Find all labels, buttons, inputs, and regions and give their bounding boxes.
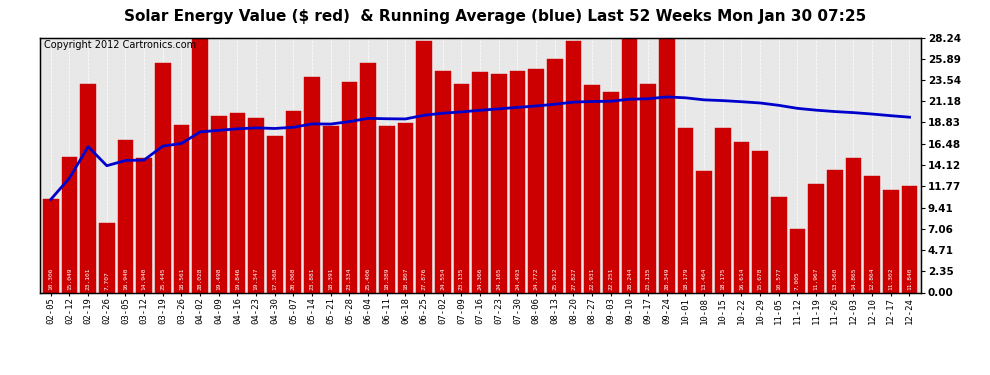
Bar — [603, 92, 619, 292]
Bar — [752, 151, 768, 292]
Bar — [790, 229, 806, 292]
Text: Copyright 2012 Cartronics.com: Copyright 2012 Cartronics.com — [44, 40, 196, 50]
Bar — [902, 186, 918, 292]
Bar — [342, 82, 357, 292]
Bar — [267, 136, 283, 292]
Text: 18.179: 18.179 — [683, 267, 688, 290]
Bar — [435, 71, 450, 292]
Bar — [416, 41, 432, 292]
Text: 20.068: 20.068 — [291, 267, 296, 290]
Text: 10.306: 10.306 — [49, 267, 53, 290]
Bar — [677, 128, 693, 292]
Bar — [864, 176, 880, 292]
Bar — [304, 77, 320, 292]
Bar — [715, 128, 731, 292]
Bar — [230, 113, 246, 292]
Bar — [491, 74, 507, 292]
Bar — [285, 111, 301, 292]
Text: 18.807: 18.807 — [403, 267, 408, 290]
Bar — [61, 157, 77, 292]
Text: 24.366: 24.366 — [477, 267, 483, 290]
Text: 24.165: 24.165 — [496, 267, 501, 290]
Text: 22.251: 22.251 — [608, 267, 614, 290]
Bar — [659, 36, 675, 292]
Bar — [510, 71, 526, 292]
Text: 28.244: 28.244 — [627, 267, 632, 290]
Bar — [453, 84, 469, 292]
Text: 25.912: 25.912 — [552, 267, 557, 290]
Text: 23.135: 23.135 — [645, 267, 650, 290]
Bar — [565, 41, 581, 292]
Bar — [771, 197, 787, 292]
Text: 23.135: 23.135 — [459, 267, 464, 290]
Text: 7.005: 7.005 — [795, 271, 800, 290]
Bar — [472, 72, 488, 292]
Text: 11.967: 11.967 — [814, 267, 819, 290]
Text: 24.554: 24.554 — [441, 267, 446, 290]
Text: 18.389: 18.389 — [384, 267, 389, 290]
Text: 18.175: 18.175 — [721, 267, 726, 290]
Text: 18.391: 18.391 — [329, 267, 334, 290]
Text: 25.406: 25.406 — [365, 267, 370, 290]
Text: 25.445: 25.445 — [160, 267, 165, 290]
Bar — [43, 200, 58, 292]
Bar — [192, 39, 208, 292]
Bar — [80, 84, 96, 292]
Bar — [154, 63, 170, 292]
Text: 13.560: 13.560 — [833, 267, 838, 290]
Text: 13.464: 13.464 — [702, 267, 707, 290]
Text: 23.334: 23.334 — [346, 267, 352, 290]
Text: 28.349: 28.349 — [664, 267, 669, 290]
Bar — [622, 38, 638, 292]
Text: 18.561: 18.561 — [179, 267, 184, 290]
Text: 23.101: 23.101 — [86, 267, 91, 290]
Bar — [173, 125, 189, 292]
Bar — [845, 158, 861, 292]
Text: 24.772: 24.772 — [534, 267, 539, 290]
Bar — [584, 86, 600, 292]
Text: 28.028: 28.028 — [198, 267, 203, 290]
Bar — [641, 84, 656, 292]
Bar — [99, 223, 115, 292]
Text: 23.881: 23.881 — [310, 267, 315, 290]
Bar — [883, 190, 899, 292]
Text: 17.368: 17.368 — [272, 267, 277, 290]
Text: 16.940: 16.940 — [123, 267, 128, 290]
Text: 27.876: 27.876 — [422, 267, 427, 290]
Bar — [734, 142, 749, 292]
Text: 7.707: 7.707 — [104, 271, 109, 290]
Bar — [696, 171, 712, 292]
Bar — [379, 126, 395, 292]
Bar — [398, 123, 414, 292]
Bar — [248, 118, 264, 292]
Bar — [546, 58, 562, 292]
Bar — [827, 170, 842, 292]
Text: 19.347: 19.347 — [253, 267, 258, 290]
Text: 24.493: 24.493 — [515, 267, 520, 290]
Text: 12.864: 12.864 — [869, 267, 874, 290]
Text: 15.049: 15.049 — [67, 267, 72, 290]
Text: 27.827: 27.827 — [571, 267, 576, 290]
Bar — [360, 63, 376, 292]
Bar — [529, 69, 545, 292]
Text: 11.302: 11.302 — [888, 267, 893, 290]
Text: 14.940: 14.940 — [142, 267, 147, 290]
Text: 16.614: 16.614 — [739, 267, 744, 290]
Text: 15.678: 15.678 — [757, 267, 762, 290]
Text: 19.498: 19.498 — [216, 267, 222, 290]
Text: 22.931: 22.931 — [590, 267, 595, 290]
Text: Solar Energy Value ($ red)  & Running Average (blue) Last 52 Weeks Mon Jan 30 07: Solar Energy Value ($ red) & Running Ave… — [124, 9, 866, 24]
Text: 19.846: 19.846 — [235, 267, 240, 290]
Bar — [211, 117, 227, 292]
Text: 10.577: 10.577 — [776, 267, 781, 290]
Bar — [808, 184, 824, 292]
Bar — [137, 158, 152, 292]
Text: 11.840: 11.840 — [907, 267, 912, 290]
Bar — [323, 126, 339, 292]
Text: 14.865: 14.865 — [851, 267, 856, 290]
Bar — [118, 140, 134, 292]
